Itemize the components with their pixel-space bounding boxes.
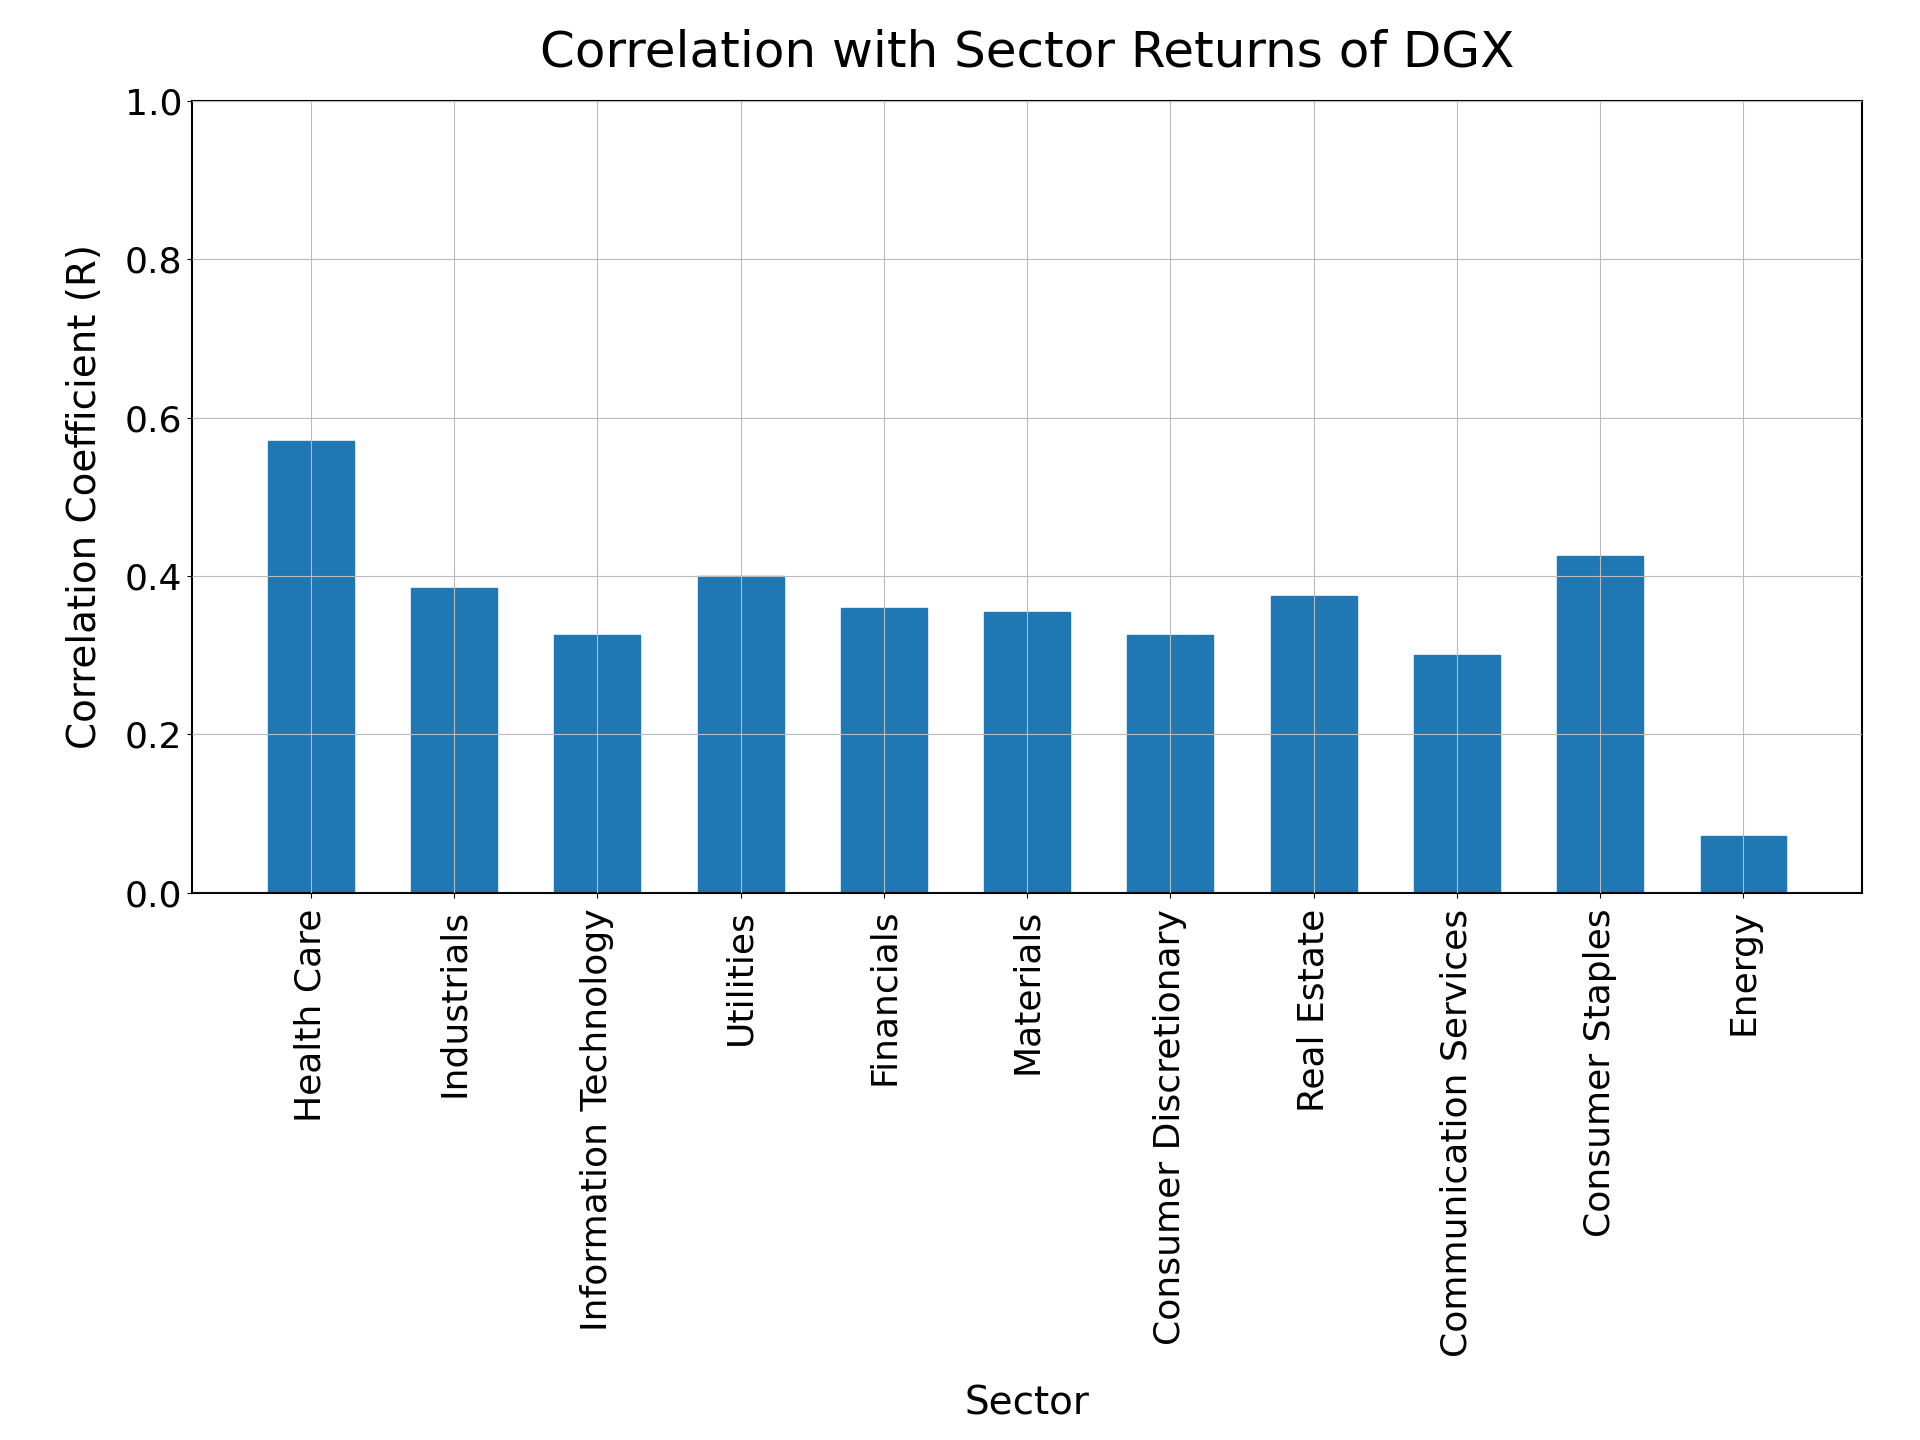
- Bar: [555, 635, 641, 893]
- Bar: [1127, 635, 1213, 893]
- X-axis label: Sector: Sector: [964, 1385, 1091, 1423]
- Bar: [411, 588, 497, 893]
- Bar: [1701, 835, 1786, 893]
- Bar: [841, 608, 927, 893]
- Bar: [697, 576, 783, 893]
- Bar: [1413, 655, 1500, 893]
- Bar: [985, 612, 1069, 893]
- Bar: [269, 441, 353, 893]
- Y-axis label: Correlation Coefficient (R): Correlation Coefficient (R): [65, 245, 104, 749]
- Bar: [1271, 596, 1357, 893]
- Title: Correlation with Sector Returns of DGX: Correlation with Sector Returns of DGX: [540, 27, 1515, 76]
- Bar: [1557, 556, 1644, 893]
